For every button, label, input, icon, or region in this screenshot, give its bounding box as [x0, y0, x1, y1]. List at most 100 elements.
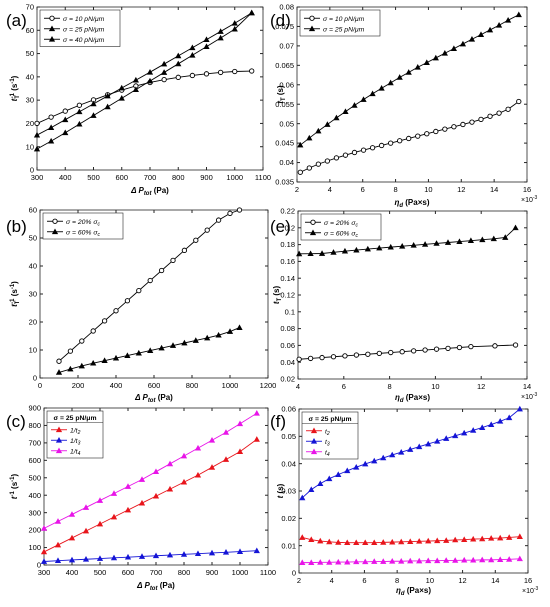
y-tick-label: 0.02: [281, 514, 296, 523]
y-tick-label: 60: [29, 206, 37, 215]
x-tick-label: 300: [31, 173, 44, 182]
data-point: [146, 77, 154, 84]
x-tick-label: 10: [431, 382, 439, 391]
legend-box: [300, 213, 382, 241]
data-point: [110, 490, 118, 496]
series-0: [299, 533, 523, 546]
y-tick-label: 0.1: [285, 307, 295, 316]
data-point: [90, 100, 97, 107]
data-point: [34, 120, 40, 127]
data-point: [477, 31, 485, 37]
series-0: [56, 207, 243, 364]
data-point: [415, 133, 421, 139]
data-point: [253, 410, 260, 416]
y-tick-label: 600: [28, 456, 41, 465]
data-point: [124, 352, 131, 358]
data-point: [227, 210, 233, 217]
x-tick-label: 14: [523, 382, 531, 391]
data-point: [365, 351, 371, 357]
y-tick-label: 0.06: [280, 341, 295, 350]
data-point: [433, 240, 440, 246]
y-tick-label: 30: [26, 96, 34, 105]
series-2: [40, 410, 260, 531]
legend-marker: [308, 25, 316, 32]
data-point: [194, 550, 202, 557]
x-tick-label: 14: [490, 185, 498, 194]
data-point: [396, 74, 403, 80]
data-point: [341, 247, 349, 254]
series-line: [36, 12, 253, 150]
panel-label: (e): [270, 217, 291, 236]
legend-entry: t2: [325, 428, 330, 437]
data-point: [399, 349, 405, 355]
data-point: [450, 45, 458, 51]
data-point: [486, 26, 494, 33]
data-point: [470, 427, 477, 433]
x-multiplier: ×10-3: [521, 392, 538, 401]
legend-marker: [48, 36, 56, 42]
data-point: [459, 40, 467, 47]
data-point: [180, 478, 188, 485]
data-point: [497, 534, 504, 541]
data-point: [138, 553, 146, 559]
data-point: [433, 346, 440, 352]
data-point: [101, 357, 108, 364]
x-tick-label: 200: [72, 381, 85, 390]
legend-entry: σ = 25 pN/μm: [63, 26, 105, 33]
data-point: [512, 224, 519, 231]
panel-label: (d): [270, 11, 291, 30]
y-tick-label: 40: [26, 72, 34, 81]
data-point: [208, 437, 216, 443]
data-point: [497, 418, 504, 424]
x-tick-label: 8: [395, 576, 399, 585]
data-point: [189, 72, 196, 79]
data-point: [342, 108, 349, 114]
data-point: [467, 237, 475, 244]
data-point: [324, 121, 331, 127]
data-point: [398, 558, 405, 564]
data-point: [208, 464, 216, 470]
legend-title: σ = 25 pN/μm: [54, 415, 97, 422]
data-point: [470, 535, 477, 542]
data-point: [124, 483, 132, 489]
legend-marker: [310, 427, 318, 434]
x-tick-label: 6: [342, 382, 346, 391]
legend-entry: 1/t3: [70, 438, 81, 447]
data-point: [90, 359, 97, 366]
y-axis-label: tT (s): [272, 285, 283, 304]
legend-box: [299, 9, 381, 37]
x-tick-label: 0: [38, 381, 42, 390]
y-tick-label: 200: [28, 526, 41, 535]
y-tick-label: 0: [33, 374, 37, 383]
series-line: [43, 439, 258, 553]
data-point: [445, 345, 451, 351]
data-point: [161, 60, 168, 67]
data-point: [389, 558, 396, 564]
data-point: [502, 234, 509, 240]
data-point: [104, 92, 111, 99]
data-point: [236, 448, 244, 454]
series-2: [299, 555, 523, 565]
y-tick-label: 60: [26, 26, 34, 35]
data-point: [444, 239, 452, 245]
data-point: [40, 558, 48, 564]
data-point: [124, 298, 131, 304]
data-point: [54, 557, 62, 564]
data-point: [118, 84, 125, 91]
data-point: [299, 559, 306, 565]
y-axis-label: t-1 (s-1): [10, 473, 19, 499]
data-point: [175, 52, 182, 59]
data-point: [222, 456, 230, 462]
data-point: [40, 548, 48, 555]
data-point: [124, 506, 132, 513]
data-point: [371, 558, 378, 564]
x-tick-label: 8: [388, 382, 392, 391]
x-axis-label: ηd (Pa×s): [395, 393, 430, 404]
y-tick-label: 0.08: [280, 324, 295, 333]
data-point: [307, 250, 314, 257]
data-point: [110, 554, 118, 561]
x-tick-label: 800: [186, 381, 199, 390]
series-2: [33, 9, 255, 152]
data-point: [434, 537, 441, 544]
